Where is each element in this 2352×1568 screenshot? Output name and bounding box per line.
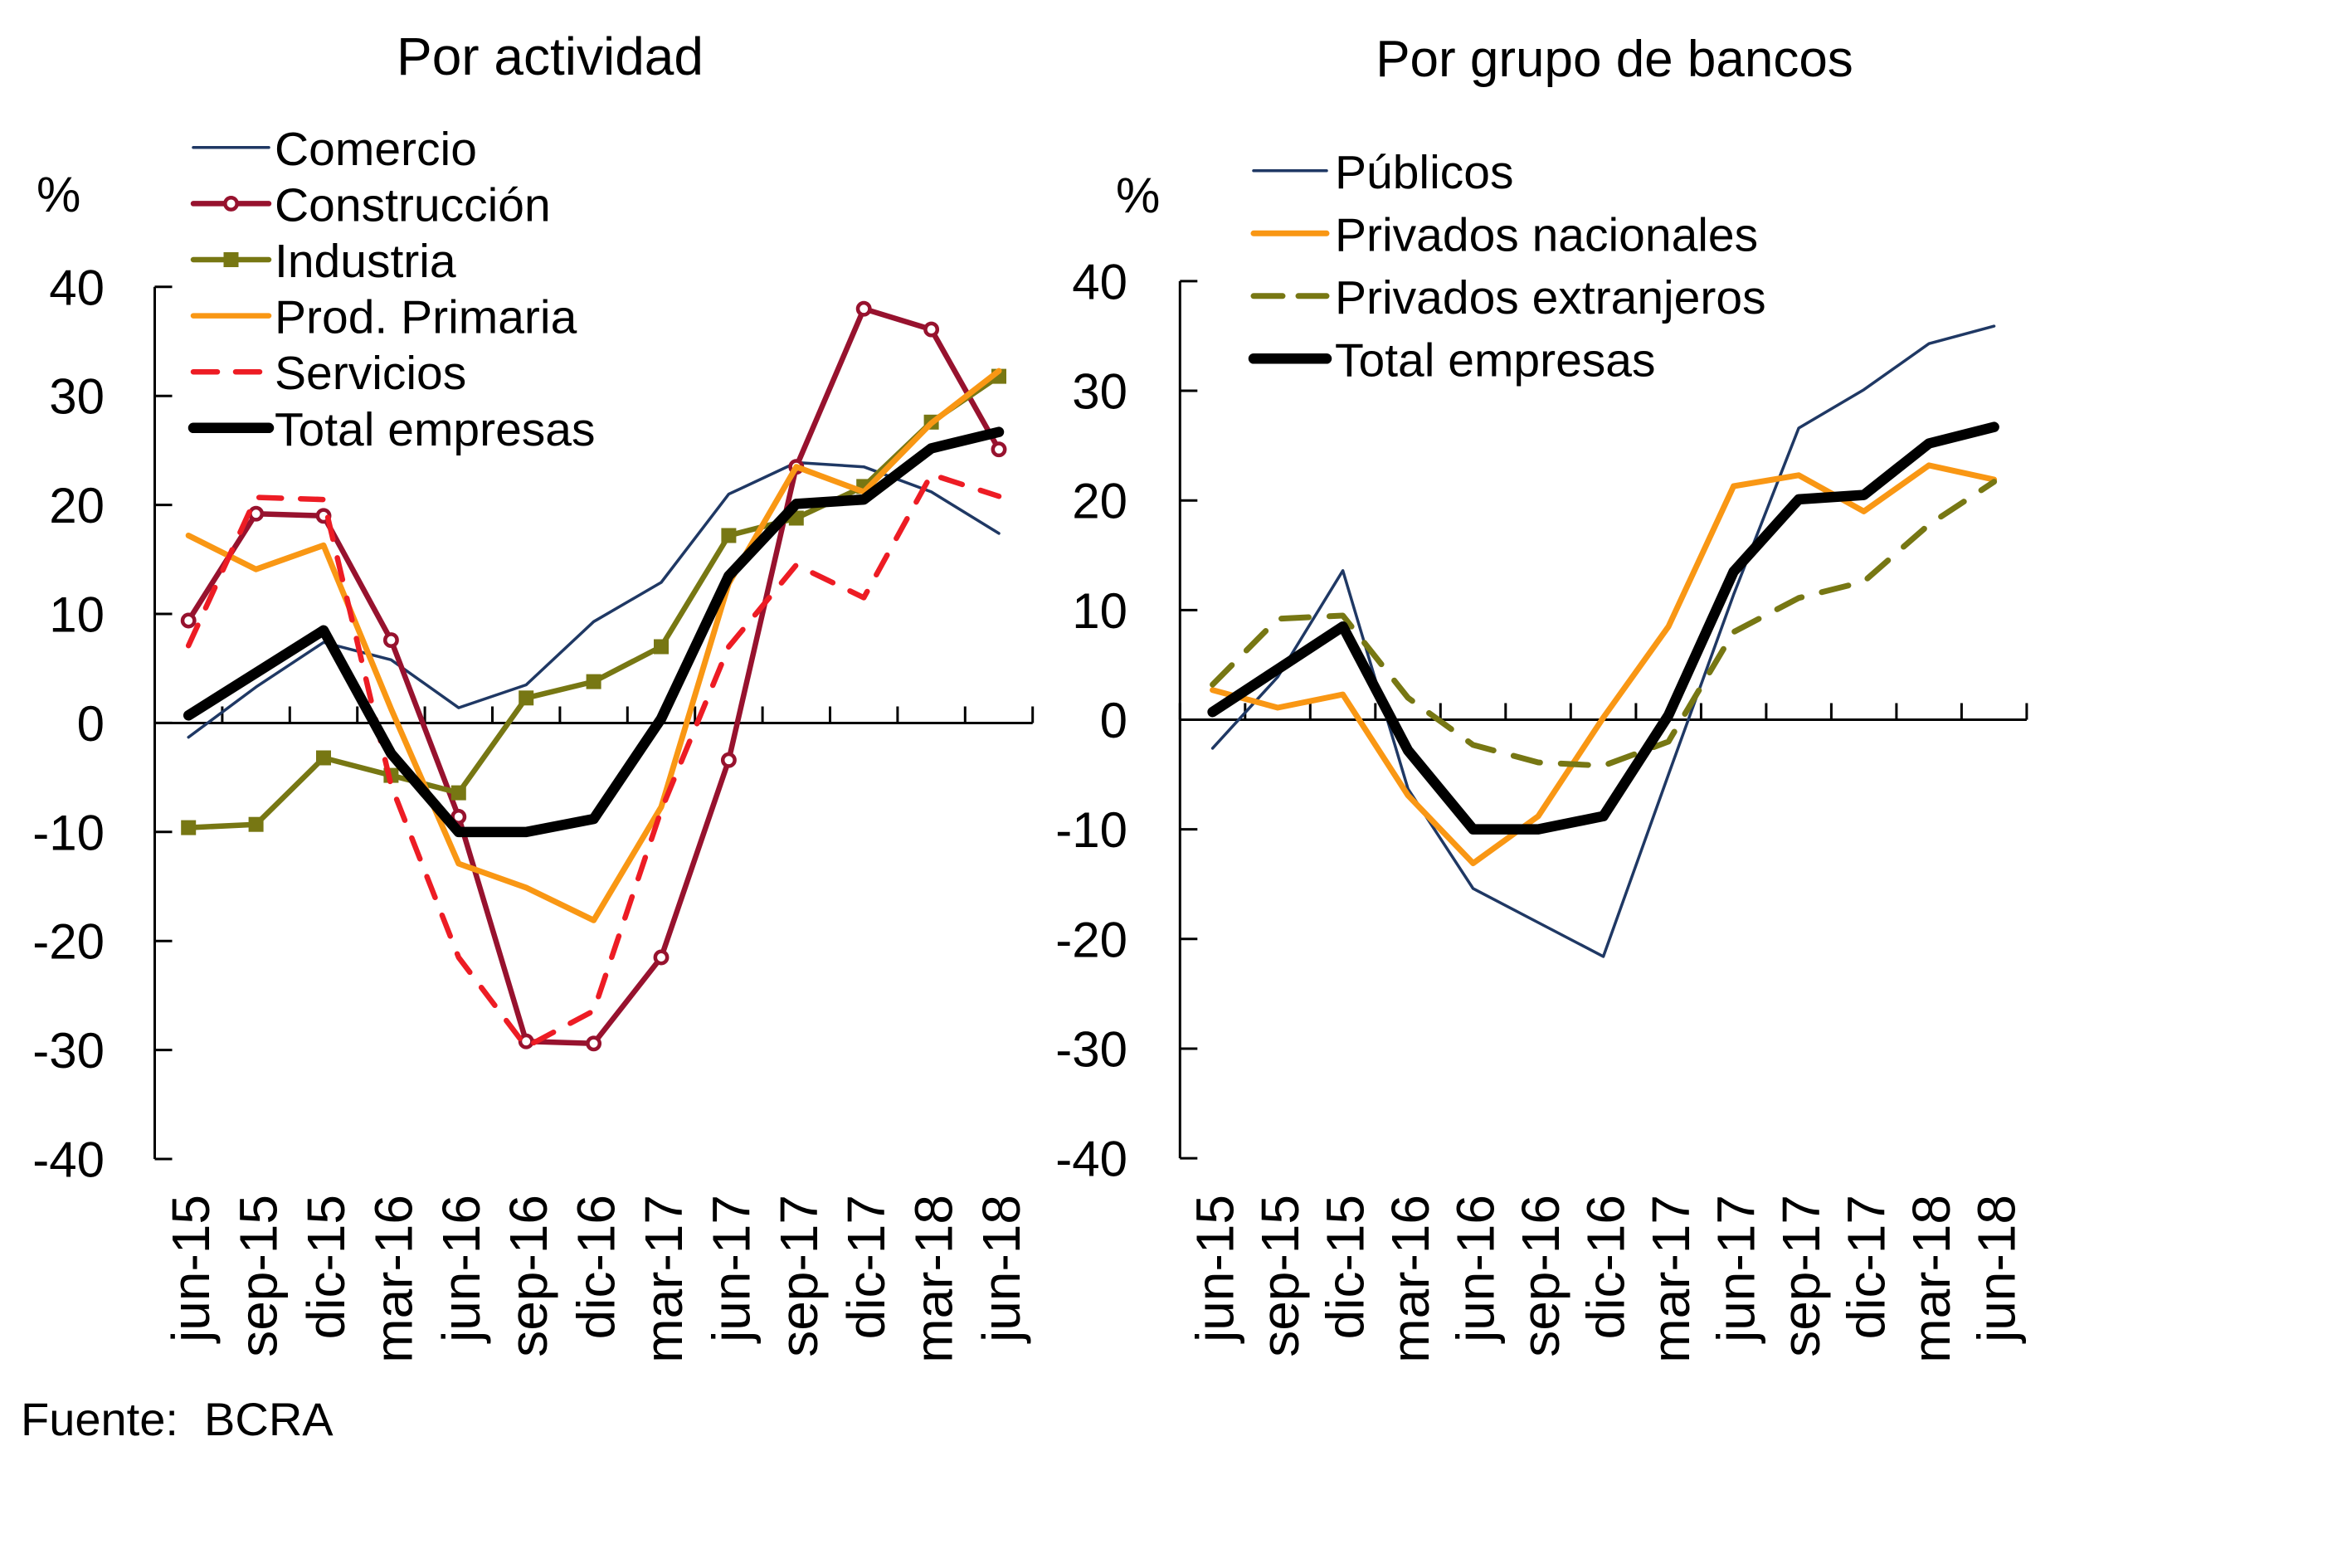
svg-text:-30: -30 [32,1023,105,1079]
svg-text:Públicos: Públicos [1335,146,1513,199]
svg-text:Industria: Industria [275,235,456,288]
svg-text:jun-15: jun-15 [1186,1195,1245,1344]
svg-text:Fuente: BCRA: Fuente: BCRA [21,1393,334,1445]
svg-text:jun-15: jun-15 [161,1195,221,1344]
svg-text:sep-17: sep-17 [769,1195,829,1357]
svg-text:Total empresas: Total empresas [1335,334,1656,387]
svg-text:Construcción: Construcción [275,178,551,231]
svg-text:mar-17: mar-17 [1641,1195,1701,1363]
svg-text:dic-16: dic-16 [567,1195,626,1339]
svg-text:dic-16: dic-16 [1576,1195,1636,1339]
svg-text:Privados nacionales: Privados nacionales [1335,208,1758,261]
svg-text:dic-17: dic-17 [836,1195,896,1339]
svg-text:mar-18: mar-18 [1902,1195,1961,1363]
svg-text:Total empresas: Total empresas [275,403,596,456]
svg-text:10: 10 [49,587,105,643]
svg-text:%: % [1116,168,1160,223]
svg-text:jun-18: jun-18 [971,1195,1031,1344]
svg-text:Por grupo de bancos: Por grupo de bancos [1376,31,1853,88]
svg-text:Servicios: Servicios [275,347,466,400]
svg-text:-20: -20 [1055,912,1127,967]
svg-text:jun-17: jun-17 [701,1195,761,1344]
svg-text:dic-15: dic-15 [296,1195,356,1339]
svg-text:sep-16: sep-16 [1511,1195,1570,1357]
svg-text:30: 30 [1072,364,1127,420]
svg-text:mar-16: mar-16 [1381,1195,1440,1363]
svg-text:-30: -30 [1055,1021,1127,1077]
svg-text:dic-15: dic-15 [1316,1195,1376,1339]
svg-text:mar-18: mar-18 [904,1195,964,1363]
svg-text:sep-17: sep-17 [1771,1195,1831,1357]
svg-text:-40: -40 [32,1132,105,1188]
svg-text:sep-16: sep-16 [499,1195,558,1357]
svg-text:sep-15: sep-15 [1250,1195,1310,1357]
svg-text:%: % [37,167,80,222]
svg-text:sep-15: sep-15 [229,1195,289,1357]
svg-text:jun-17: jun-17 [1707,1195,1766,1344]
svg-text:mar-17: mar-17 [634,1195,694,1363]
svg-text:20: 20 [1072,474,1127,529]
svg-text:0: 0 [1100,693,1127,748]
svg-text:mar-16: mar-16 [363,1195,423,1363]
svg-text:Prod. Primaria: Prod. Primaria [275,291,577,344]
svg-text:40: 40 [1072,254,1127,309]
svg-text:Privados extranjeros: Privados extranjeros [1335,271,1766,324]
svg-text:jun-18: jun-18 [1967,1195,2027,1344]
svg-text:jun-16: jun-16 [431,1195,491,1344]
svg-text:-10: -10 [32,805,105,860]
svg-text:30: 30 [49,369,105,425]
svg-text:40: 40 [49,260,105,315]
svg-text:0: 0 [77,696,105,752]
svg-text:-10: -10 [1055,802,1127,858]
svg-text:jun-16: jun-16 [1446,1195,1506,1344]
svg-text:-40: -40 [1055,1132,1127,1187]
svg-text:20: 20 [49,478,105,533]
svg-text:10: 10 [1072,583,1127,639]
svg-text:-20: -20 [32,914,105,970]
svg-text:Por actividad: Por actividad [397,27,704,86]
svg-text:Comercio: Comercio [275,123,477,176]
svg-text:dic-17: dic-17 [1837,1195,1897,1339]
